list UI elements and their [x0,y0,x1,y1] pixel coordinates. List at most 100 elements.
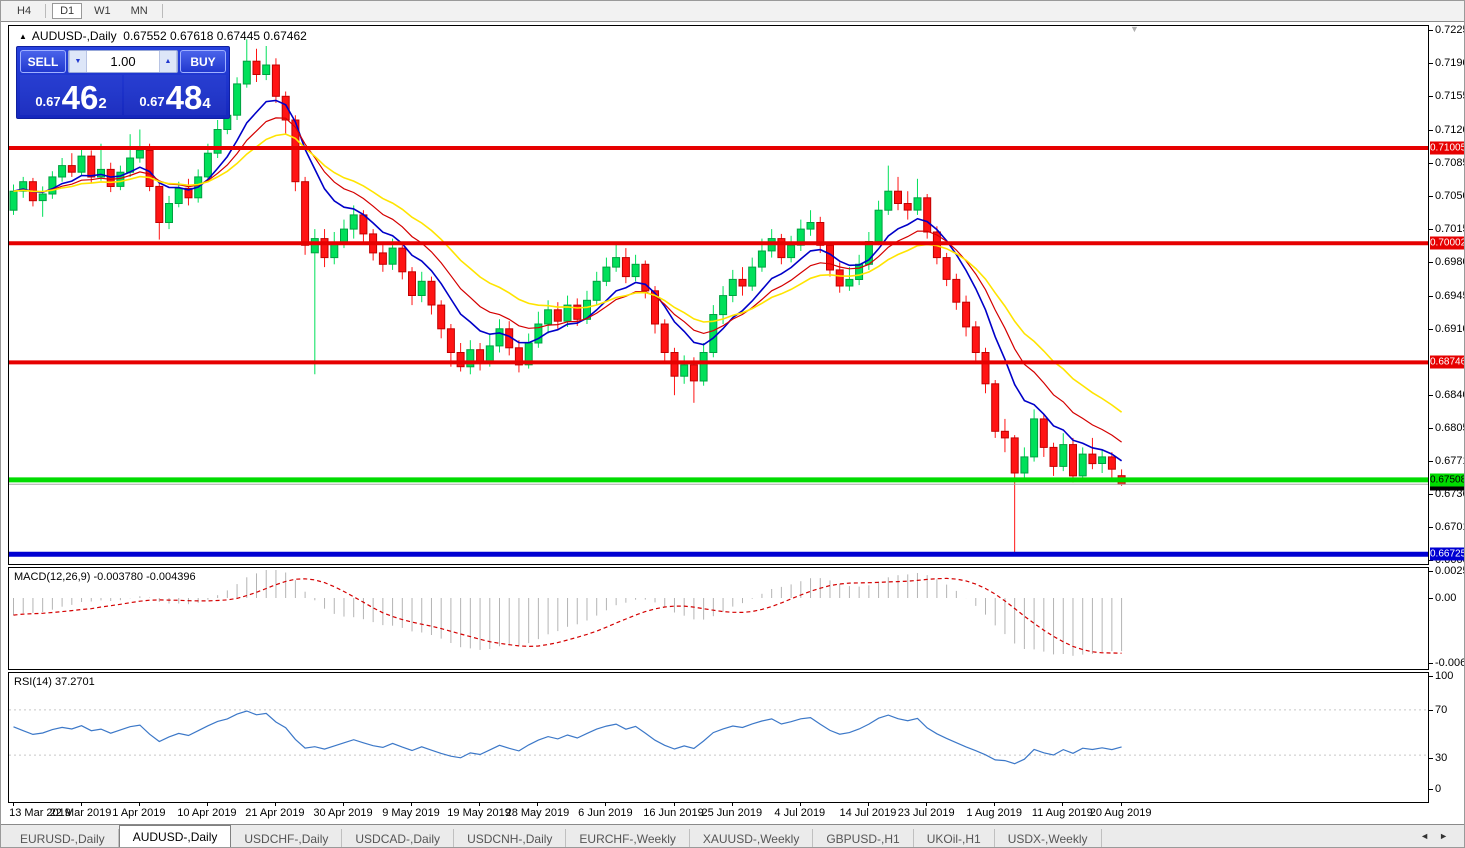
buy-price-display[interactable]: 0.67 48 4 [124,75,226,115]
timeframe-button-d1[interactable]: D1 [52,3,83,19]
date-tick [479,803,481,806]
volume-input[interactable] [87,51,159,72]
price-axis: 0.72250 0.71900 0.71550 0.71200 0.70850 0.705… [1429,23,1465,803]
price-tick [1429,328,1433,330]
price-tick-label: 0.71900 [1435,57,1464,70]
price-tick-label: 0.67710 [1435,454,1464,467]
timeframe-button-h4[interactable]: H4 [9,3,39,19]
sell-price-pipette: 2 [98,95,107,112]
chart-tab-xauusd[interactable]: XAUUSD-,Weekly [690,829,814,847]
macd-tick-label: 0.002574 [1435,565,1464,577]
buy-price-pipette: 4 [202,95,211,112]
price-tick [1429,395,1433,397]
date-tick [867,803,869,806]
collapse-panel-icon[interactable]: ▲ [19,32,27,41]
price-tick-label: 0.68400 [1435,389,1464,402]
toolbar-separator [45,4,47,18]
price-tick [1429,560,1433,562]
sell-price-display[interactable]: 0.67 46 2 [20,75,122,115]
price-tick-label: 0.67360 [1435,487,1464,500]
price-tick [1429,493,1433,495]
timeframe-button-mn[interactable]: MN [123,3,156,19]
sell-price-prefix: 0.67 [35,94,61,109]
chart-symbol-label: AUDUSD-,Daily [31,29,117,43]
date-tick-label: 25 Jun 2019 [701,807,763,819]
rsi-canvas[interactable] [9,673,1428,802]
chart-tab-ukoil[interactable]: UKOil-,H1 [914,829,995,847]
price-tick [1429,527,1433,529]
date-axis: 13 Mar 2019 22 Mar 2019 1 Apr 2019 10 Apr 2… [8,803,1429,824]
price-tick-label: 0.68050 [1435,422,1464,435]
volume-decrease-button[interactable]: ▼ [69,51,87,72]
price-tick-label: 0.69800 [1435,256,1464,269]
sell-price-big: 46 [61,79,99,116]
date-tick [1062,803,1064,806]
hline-price-badge: 0.66725 [1430,547,1465,561]
date-tick-label: 19 May 2019 [447,807,511,819]
date-tick-label: 4 Jul 2019 [774,807,826,819]
date-tick [673,803,675,806]
price-tick [1429,428,1433,430]
chart-tab-eurchf[interactable]: EURCHF-,Weekly [566,829,690,847]
price-tick [1429,162,1433,164]
macd-tick [1429,571,1433,572]
price-chart-panel: ▲ AUDUSD-,Daily 0.67552 0.67618 0.67445 0… [8,24,1429,565]
date-tick-label: 21 Apr 2019 [245,807,305,819]
price-chart-canvas[interactable] [9,26,1428,564]
timeframe-button-w1[interactable]: W1 [86,3,119,19]
chart-tab-usdx[interactable]: USDX-,Weekly [995,829,1102,847]
tab-scroll-right-icon[interactable]: ► [1439,831,1458,841]
macd-indicator-panel: MACD(12,26,9) -0.003780 -0.004396 [8,567,1429,670]
date-tick [274,803,276,806]
date-tick-label: 28 May 2019 [505,807,570,819]
date-tick [799,803,801,806]
chart-tab-usdcnh[interactable]: USDCNH-,Daily [454,829,567,847]
macd-canvas[interactable] [9,568,1428,669]
chart-tab-usdchf[interactable]: USDCHF-,Daily [231,829,343,847]
volume-stepper: ▼ ▲ [68,50,178,73]
ma-line-21 [13,133,1123,413]
hline-price-badge: 0.67508 [1430,473,1465,487]
date-tick [1120,803,1122,806]
price-tick [1429,295,1433,297]
date-tick [537,803,539,806]
tab-scroll-left-icon[interactable]: ◄ [1420,831,1440,841]
date-tick [605,803,607,806]
date-tick-label: 23 Jul 2019 [897,807,955,819]
date-tick-label: 9 May 2019 [382,807,440,819]
rsi-tick [1429,676,1433,677]
arrow-up-icon: ▲ [164,58,172,65]
date-tick-label: 1 Apr 2019 [112,807,166,819]
buy-button[interactable]: BUY [180,50,226,73]
chart-tab-usdcad[interactable]: USDCAD-,Daily [342,829,455,847]
date-tick [138,803,140,806]
rsi-indicator-panel: RSI(14) 37.2701 [8,672,1429,803]
macd-label: MACD(12,26,9) -0.003780 -0.004396 [14,571,196,583]
price-tick-label: 0.70150 [1435,223,1464,236]
price-tick-label: 0.72250 [1435,23,1464,36]
rsi-tick-label: 0 [1435,783,1442,795]
chart-tab-eurusd[interactable]: EURUSD-,Daily [7,829,119,847]
date-tick-label: 13 Mar 2019 [9,807,71,819]
volume-increase-button[interactable]: ▲ [159,51,177,72]
date-tick-label: 6 Jun 2019 [578,807,633,819]
chart-tab-audusd[interactable]: AUDUSD-,Daily [118,825,232,847]
rsi-tick [1429,789,1433,790]
rsi-tick [1429,758,1433,759]
rsi-tick-label: 70 [1435,704,1448,716]
price-tick-label: 0.69100 [1435,322,1464,335]
chart-title: ▲ AUDUSD-,Daily 0.67552 0.67618 0.67445 0… [19,29,307,43]
chart-tab-gbpusd[interactable]: GBPUSD-,H1 [813,829,914,847]
price-tick [1429,262,1433,264]
price-tick [1429,96,1433,98]
sell-button[interactable]: SELL [20,50,66,73]
chart-ohlc-values: 0.67552 0.67618 0.67445 0.67462 [123,29,307,43]
date-tick-label: 1 Aug 2019 [966,807,1023,819]
price-tick [1429,229,1433,231]
rsi-tick-label: 100 [1435,670,1454,682]
rsi-tick [1429,710,1433,711]
rsi-tick-label: 30 [1435,752,1448,764]
macd-histogram [13,570,1123,656]
timeframe-toolbar: H4 D1 W1 MN [1,1,1464,22]
